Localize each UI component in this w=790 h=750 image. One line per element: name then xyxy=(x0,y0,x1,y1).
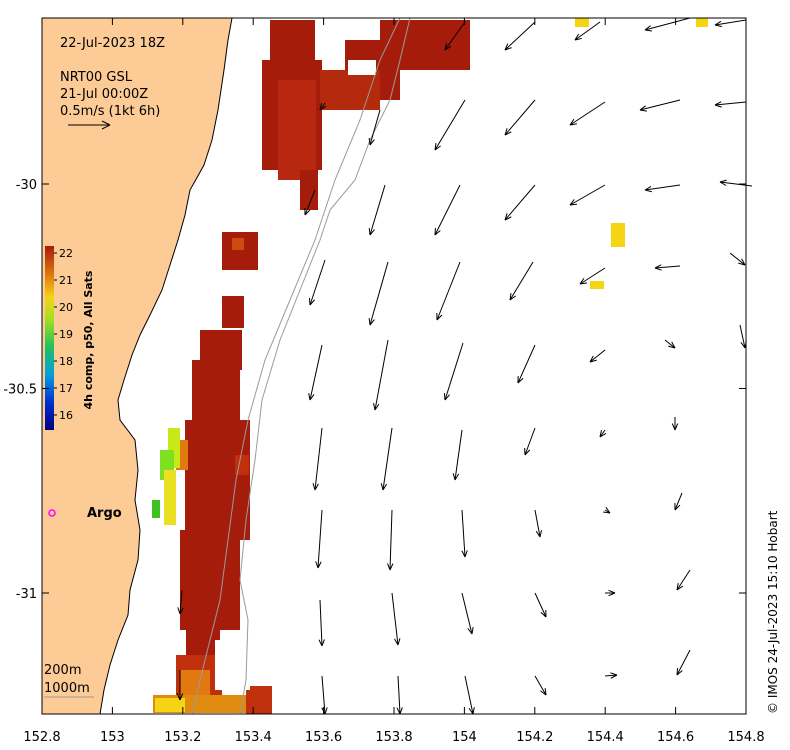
scale-label: 0.5m/s (1kt 6h) xyxy=(60,104,160,119)
current-arrow xyxy=(676,649,691,676)
current-arrow xyxy=(443,342,464,401)
current-arrow xyxy=(373,339,389,411)
x-tick-label: 153.4 xyxy=(235,730,272,745)
sst-patches xyxy=(152,18,708,714)
current-arrow xyxy=(517,344,536,384)
current-arrow xyxy=(434,99,466,151)
contour-label-1000m: 1000m xyxy=(44,681,90,696)
x-tick-label: 154.6 xyxy=(657,730,694,745)
current-arrow xyxy=(436,261,461,321)
current-arrow xyxy=(176,670,184,701)
current-arrow xyxy=(574,21,601,41)
current-arrow xyxy=(604,672,618,679)
current-arrow xyxy=(599,429,607,438)
current-arrow xyxy=(434,184,461,236)
current-arrow xyxy=(644,184,681,193)
current-arrow xyxy=(368,184,386,236)
current-arrow xyxy=(579,267,606,285)
current-arrow xyxy=(312,427,323,491)
y-tick-label: -30.5 xyxy=(3,383,37,398)
bathymetry-contours xyxy=(191,17,411,715)
scale-arrow xyxy=(68,120,111,130)
date-label: 22-Jul-2023 18Z xyxy=(60,36,165,51)
colorbar-tick-label: 22 xyxy=(59,247,73,260)
y-axis: -30 -30.5 -31 xyxy=(3,178,746,602)
current-arrow xyxy=(461,509,468,558)
x-tick-label: 153.8 xyxy=(375,730,412,745)
current-arrow xyxy=(315,509,323,569)
x-tick-label: 153 xyxy=(100,730,125,745)
current-arrow xyxy=(444,21,466,51)
colorbar-tick-label: 20 xyxy=(59,301,73,314)
current-arrow xyxy=(664,339,676,349)
current-vectors xyxy=(176,17,753,715)
contour-label-200m: 200m xyxy=(44,663,81,678)
x-tick-label: 153.2 xyxy=(164,730,201,745)
current-arrow xyxy=(534,509,542,538)
current-arrow xyxy=(368,261,389,326)
current-arrow xyxy=(569,184,606,206)
land-mass xyxy=(41,17,233,715)
colorbar-tick-label: 17 xyxy=(59,382,73,395)
current-arrow xyxy=(452,429,463,481)
x-tick-label: 154 xyxy=(452,730,477,745)
current-arrow xyxy=(318,599,325,647)
current-arrow xyxy=(504,21,536,51)
current-arrow xyxy=(534,675,547,696)
argo-float-marker xyxy=(48,509,56,517)
current-arrow xyxy=(504,184,536,221)
colorbar-tick-label: 18 xyxy=(59,355,73,368)
current-arrow xyxy=(464,675,475,715)
x-tick-label: 153.6 xyxy=(305,730,342,745)
current-arrow xyxy=(671,417,679,431)
colorbar-tick-label: 19 xyxy=(59,328,73,341)
current-arrow xyxy=(308,259,326,306)
x-tick-label: 154.4 xyxy=(587,730,624,745)
argo-label: Argo xyxy=(87,506,122,521)
current-arrow xyxy=(714,101,747,108)
colorbar-ramp xyxy=(45,246,54,430)
colorbar-tick-label: 21 xyxy=(59,274,73,287)
current-arrow xyxy=(380,427,393,491)
current-arrow xyxy=(391,592,401,646)
colorbar-label: 4h comp, p50, All Sats xyxy=(82,270,95,409)
current-arrow xyxy=(719,179,753,187)
x-tick-label: 154.2 xyxy=(516,730,553,745)
current-arrow xyxy=(674,492,683,511)
current-arrow xyxy=(589,349,606,363)
y-tick-label: -30 xyxy=(16,178,37,193)
current-arrow xyxy=(461,592,474,635)
current-arrow xyxy=(729,252,746,266)
credit-text: © IMOS 24-Jul-2023 15:10 Hobart xyxy=(766,510,780,714)
current-arrow xyxy=(602,507,611,514)
colorbar: 22 21 20 19 18 17 16 4h comp, p50, All Sats xyxy=(45,246,95,430)
current-arrow xyxy=(569,101,606,126)
current-arrow xyxy=(639,99,681,112)
current-arrow xyxy=(534,592,547,618)
current-arrow xyxy=(177,589,184,615)
current-arrow xyxy=(387,509,394,571)
current-arrow xyxy=(714,19,747,28)
y-tick-label: -31 xyxy=(16,587,37,602)
current-arrow xyxy=(319,102,327,111)
time-label: 21-Jul 00:00Z xyxy=(60,87,148,102)
current-arrow xyxy=(676,569,691,591)
current-arrow xyxy=(304,189,316,216)
colorbar-tick-label: 16 xyxy=(59,409,73,422)
product-label: NRT00 GSL xyxy=(60,70,133,85)
x-tick-label: 152.8 xyxy=(23,730,60,745)
x-axis: 152.8 153 153.2 153.4 153.6 153.8 154 154.2 154.… xyxy=(23,18,765,745)
current-arrow xyxy=(654,264,681,271)
current-arrow xyxy=(308,344,323,401)
x-tick-label: 154.8 xyxy=(727,730,764,745)
current-arrow xyxy=(368,109,381,146)
current-arrow xyxy=(396,675,403,715)
current-arrow xyxy=(504,99,536,136)
current-arrow xyxy=(605,589,616,597)
current-arrow xyxy=(524,427,536,456)
current-arrow xyxy=(509,261,534,301)
current-arrow xyxy=(644,17,691,32)
